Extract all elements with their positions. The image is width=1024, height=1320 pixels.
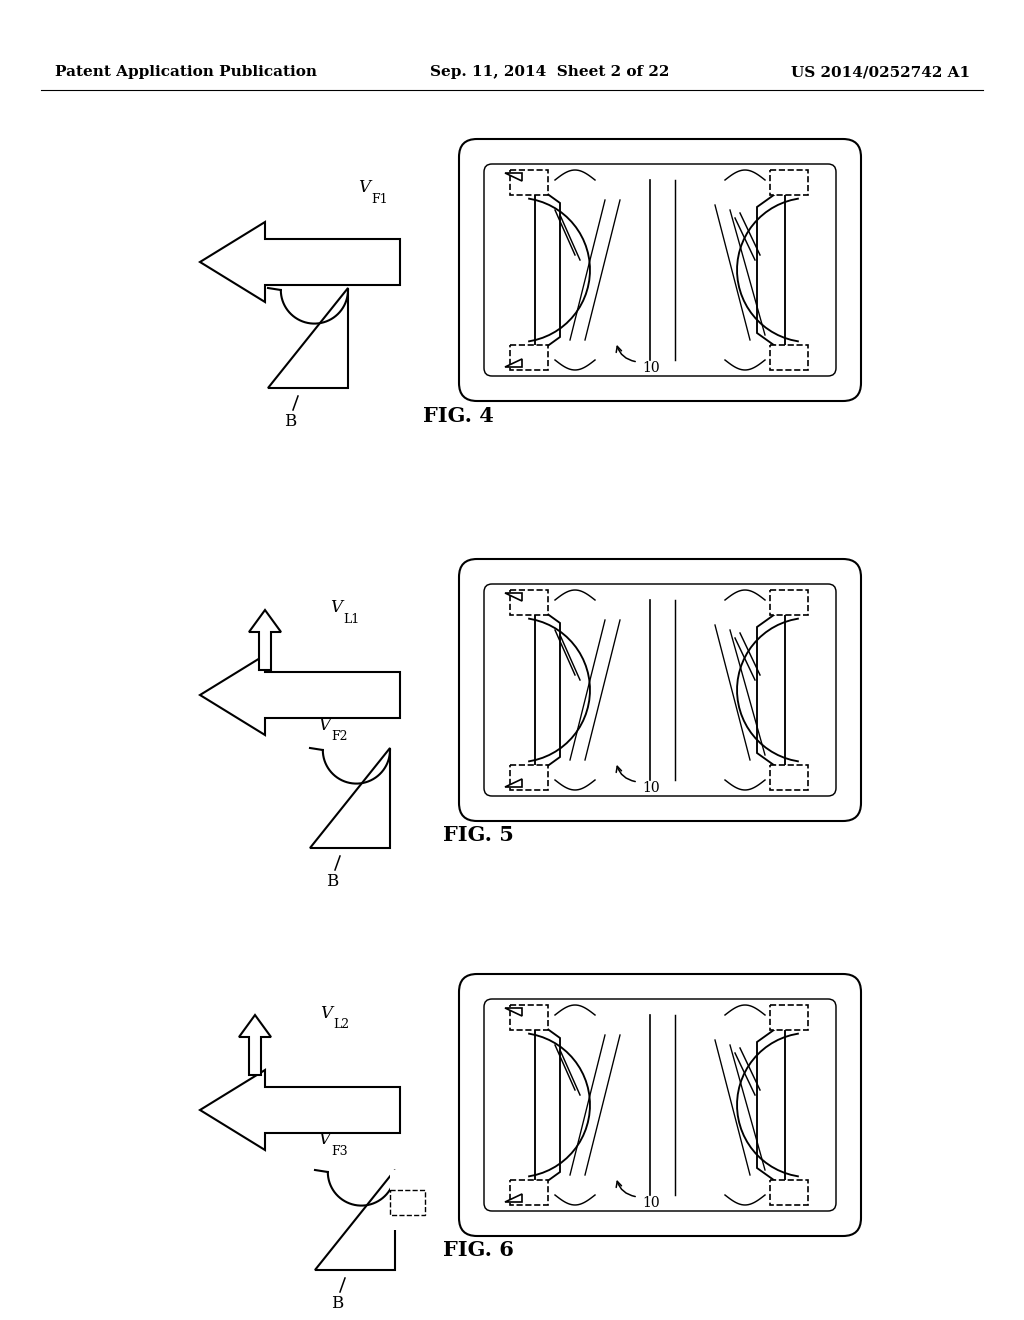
Text: B: B <box>326 874 338 891</box>
Polygon shape <box>505 1008 522 1016</box>
Polygon shape <box>757 607 785 774</box>
Polygon shape <box>505 779 522 787</box>
FancyBboxPatch shape <box>484 583 836 796</box>
Bar <box>510 345 548 370</box>
FancyBboxPatch shape <box>484 999 836 1210</box>
Polygon shape <box>535 605 560 775</box>
Text: FIG. 6: FIG. 6 <box>442 1239 513 1261</box>
Polygon shape <box>200 655 400 735</box>
FancyBboxPatch shape <box>459 558 861 821</box>
Text: V: V <box>319 1005 332 1022</box>
Text: 10: 10 <box>642 1196 659 1210</box>
Text: L1: L1 <box>343 612 359 626</box>
Text: V: V <box>330 599 342 616</box>
Polygon shape <box>505 359 522 367</box>
Text: FIG. 5: FIG. 5 <box>442 825 513 845</box>
Polygon shape <box>200 1071 400 1150</box>
Polygon shape <box>310 748 390 847</box>
Text: B: B <box>331 1295 343 1312</box>
Bar <box>510 1180 548 1205</box>
Polygon shape <box>757 1022 785 1188</box>
Bar <box>770 1005 808 1030</box>
Polygon shape <box>535 185 560 355</box>
Bar <box>770 345 808 370</box>
Text: L2: L2 <box>333 1018 349 1031</box>
Text: B: B <box>284 413 296 430</box>
Text: F2: F2 <box>331 730 347 743</box>
Polygon shape <box>505 1195 522 1203</box>
Polygon shape <box>249 610 281 671</box>
Text: US 2014/0252742 A1: US 2014/0252742 A1 <box>791 65 970 79</box>
FancyBboxPatch shape <box>459 974 861 1236</box>
Bar <box>770 170 808 195</box>
Bar <box>510 170 548 195</box>
FancyBboxPatch shape <box>484 164 836 376</box>
Text: V: V <box>318 1131 330 1148</box>
Text: Sep. 11, 2014  Sheet 2 of 22: Sep. 11, 2014 Sheet 2 of 22 <box>430 65 670 79</box>
Polygon shape <box>757 187 785 352</box>
Bar <box>770 766 808 789</box>
Bar <box>510 766 548 789</box>
Bar <box>510 590 548 615</box>
Polygon shape <box>239 1015 271 1074</box>
FancyBboxPatch shape <box>459 139 861 401</box>
Bar <box>390 1170 430 1230</box>
Polygon shape <box>505 593 522 601</box>
Text: F1: F1 <box>371 193 388 206</box>
Text: F3: F3 <box>331 1144 347 1158</box>
Bar <box>390 1191 425 1214</box>
Bar <box>770 590 808 615</box>
Polygon shape <box>535 1020 560 1191</box>
Text: Patent Application Publication: Patent Application Publication <box>55 65 317 79</box>
Text: V: V <box>358 180 370 197</box>
Bar <box>510 1005 548 1030</box>
Polygon shape <box>200 222 400 302</box>
Bar <box>770 1180 808 1205</box>
Text: 10: 10 <box>642 360 659 375</box>
Text: V: V <box>318 717 330 734</box>
Text: FIG. 4: FIG. 4 <box>423 407 494 426</box>
Text: 10: 10 <box>642 781 659 795</box>
Polygon shape <box>315 1170 395 1270</box>
Polygon shape <box>268 288 348 388</box>
Polygon shape <box>505 173 522 181</box>
